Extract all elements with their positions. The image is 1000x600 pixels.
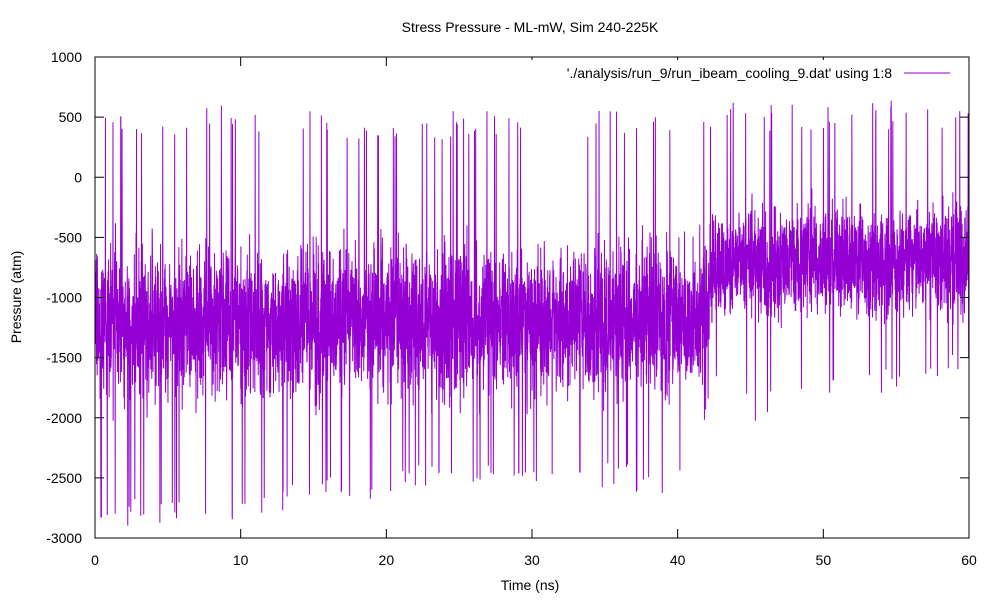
x-tick-label: 60 (961, 552, 977, 568)
y-tick-label: 1000 (51, 49, 82, 65)
plot-frame (94, 56, 970, 539)
axis-ticks: 0 10 20 30 40 50 60 -3000 -2500 -2000 -1500 -1000 -5… (46, 49, 977, 568)
y-tick-label: -1000 (46, 290, 82, 306)
series-line (94, 100, 970, 526)
x-tick-label: 0 (91, 552, 99, 568)
y-tick-label: -2000 (46, 410, 82, 426)
y-tick-label: -500 (54, 229, 82, 245)
x-tick-label: 30 (524, 552, 540, 568)
y-tick-label: 0 (74, 169, 82, 185)
legend-label: './analysis/run_9/run_ibeam_cooling_9.da… (567, 65, 892, 81)
x-tick-label: 10 (233, 552, 249, 568)
chart-title: Stress Pressure - ML-mW, Sim 240-225K (402, 19, 659, 35)
legend: './analysis/run_9/run_ibeam_cooling_9.da… (505, 60, 955, 86)
x-tick-label: 20 (379, 552, 395, 568)
y-tick-label: -3000 (46, 530, 82, 546)
y-tick-label: -2500 (46, 470, 82, 486)
y-axis-label: Pressure (atm) (8, 251, 24, 344)
y-tick-label: -1500 (46, 350, 82, 366)
x-tick-label: 40 (670, 552, 686, 568)
x-axis-label: Time (ns) (501, 577, 560, 593)
x-tick-label: 50 (816, 552, 832, 568)
series-trace (94, 100, 970, 526)
y-tick-label: 500 (59, 109, 83, 125)
legend-background (505, 60, 955, 86)
